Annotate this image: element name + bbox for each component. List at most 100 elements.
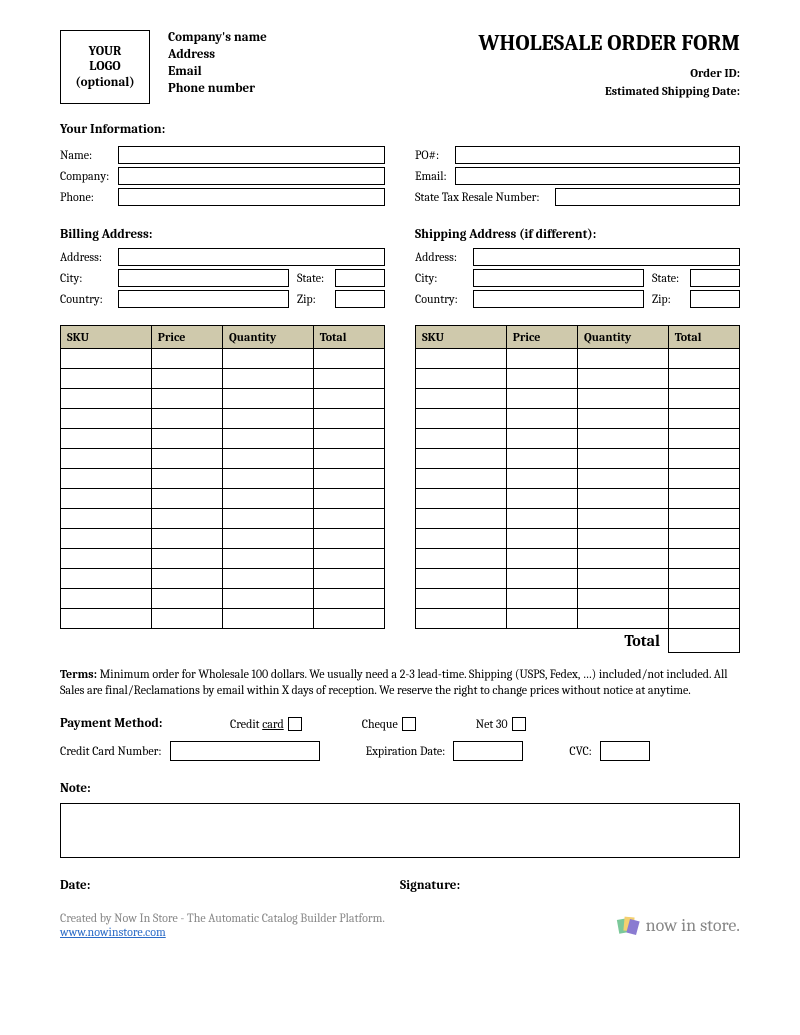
table-cell[interactable] — [151, 469, 222, 489]
table-cell[interactable] — [61, 469, 152, 489]
table-cell[interactable] — [668, 449, 739, 469]
table-cell[interactable] — [506, 369, 577, 389]
table-cell[interactable] — [61, 409, 152, 429]
shipping-city-input[interactable] — [473, 269, 644, 287]
table-cell[interactable] — [577, 449, 668, 469]
table-cell[interactable] — [416, 589, 507, 609]
table-cell[interactable] — [222, 509, 313, 529]
table-cell[interactable] — [577, 569, 668, 589]
table-cell[interactable] — [61, 609, 152, 629]
table-cell[interactable] — [416, 409, 507, 429]
table-cell[interactable] — [222, 449, 313, 469]
table-cell[interactable] — [313, 389, 384, 409]
table-cell[interactable] — [61, 489, 152, 509]
table-cell[interactable] — [61, 569, 152, 589]
table-cell[interactable] — [313, 469, 384, 489]
net30-checkbox[interactable] — [512, 717, 526, 731]
table-cell[interactable] — [222, 529, 313, 549]
table-cell[interactable] — [577, 549, 668, 569]
table-cell[interactable] — [61, 389, 152, 409]
table-cell[interactable] — [668, 569, 739, 589]
table-cell[interactable] — [577, 489, 668, 509]
table-cell[interactable] — [416, 529, 507, 549]
table-cell[interactable] — [313, 609, 384, 629]
table-cell[interactable] — [577, 529, 668, 549]
table-cell[interactable] — [222, 349, 313, 369]
table-cell[interactable] — [506, 409, 577, 429]
table-cell[interactable] — [668, 489, 739, 509]
table-cell[interactable] — [506, 569, 577, 589]
table-cell[interactable] — [577, 509, 668, 529]
table-cell[interactable] — [313, 349, 384, 369]
table-cell[interactable] — [506, 469, 577, 489]
table-cell[interactable] — [313, 509, 384, 529]
table-cell[interactable] — [416, 469, 507, 489]
billing-country-input[interactable] — [118, 290, 289, 308]
table-cell[interactable] — [577, 369, 668, 389]
table-cell[interactable] — [506, 609, 577, 629]
table-cell[interactable] — [151, 529, 222, 549]
table-cell[interactable] — [416, 609, 507, 629]
table-cell[interactable] — [577, 609, 668, 629]
table-cell[interactable] — [668, 389, 739, 409]
table-cell[interactable] — [668, 589, 739, 609]
table-cell[interactable] — [416, 429, 507, 449]
table-cell[interactable] — [506, 549, 577, 569]
billing-address-input[interactable] — [118, 248, 385, 266]
table-cell[interactable] — [668, 529, 739, 549]
cheque-checkbox[interactable] — [402, 717, 416, 731]
table-cell[interactable] — [577, 409, 668, 429]
table-cell[interactable] — [506, 349, 577, 369]
grand-total-box[interactable] — [668, 629, 740, 653]
cc-number-input[interactable] — [170, 741, 320, 761]
exp-input[interactable] — [453, 741, 523, 761]
table-cell[interactable] — [416, 509, 507, 529]
table-cell[interactable] — [313, 449, 384, 469]
billing-state-input[interactable] — [335, 269, 385, 287]
table-cell[interactable] — [313, 429, 384, 449]
table-cell[interactable] — [313, 529, 384, 549]
table-cell[interactable] — [222, 389, 313, 409]
table-cell[interactable] — [577, 469, 668, 489]
table-cell[interactable] — [577, 589, 668, 609]
table-cell[interactable] — [151, 569, 222, 589]
name-input[interactable] — [118, 146, 385, 164]
billing-zip-input[interactable] — [335, 290, 385, 308]
table-cell[interactable] — [506, 529, 577, 549]
table-cell[interactable] — [222, 489, 313, 509]
table-cell[interactable] — [222, 609, 313, 629]
table-cell[interactable] — [506, 589, 577, 609]
table-cell[interactable] — [61, 509, 152, 529]
company-input[interactable] — [118, 167, 385, 185]
table-cell[interactable] — [506, 489, 577, 509]
table-cell[interactable] — [668, 469, 739, 489]
table-cell[interactable] — [313, 589, 384, 609]
table-cell[interactable] — [416, 389, 507, 409]
table-cell[interactable] — [506, 509, 577, 529]
footer-link[interactable]: www.nowinstore.com — [60, 925, 166, 939]
table-cell[interactable] — [61, 429, 152, 449]
table-cell[interactable] — [313, 409, 384, 429]
po-input[interactable] — [455, 146, 740, 164]
table-cell[interactable] — [151, 509, 222, 529]
credit-card-checkbox[interactable] — [288, 717, 302, 731]
table-cell[interactable] — [506, 389, 577, 409]
table-cell[interactable] — [577, 429, 668, 449]
shipping-country-input[interactable] — [473, 290, 644, 308]
table-cell[interactable] — [668, 369, 739, 389]
table-cell[interactable] — [151, 589, 222, 609]
table-cell[interactable] — [313, 369, 384, 389]
table-cell[interactable] — [61, 529, 152, 549]
table-cell[interactable] — [151, 409, 222, 429]
email-input[interactable] — [455, 167, 740, 185]
table-cell[interactable] — [222, 549, 313, 569]
table-cell[interactable] — [506, 449, 577, 469]
table-cell[interactable] — [416, 549, 507, 569]
resale-input[interactable] — [555, 188, 740, 206]
table-cell[interactable] — [313, 489, 384, 509]
table-cell[interactable] — [151, 549, 222, 569]
table-cell[interactable] — [61, 549, 152, 569]
table-cell[interactable] — [577, 389, 668, 409]
table-cell[interactable] — [668, 509, 739, 529]
table-cell[interactable] — [416, 369, 507, 389]
